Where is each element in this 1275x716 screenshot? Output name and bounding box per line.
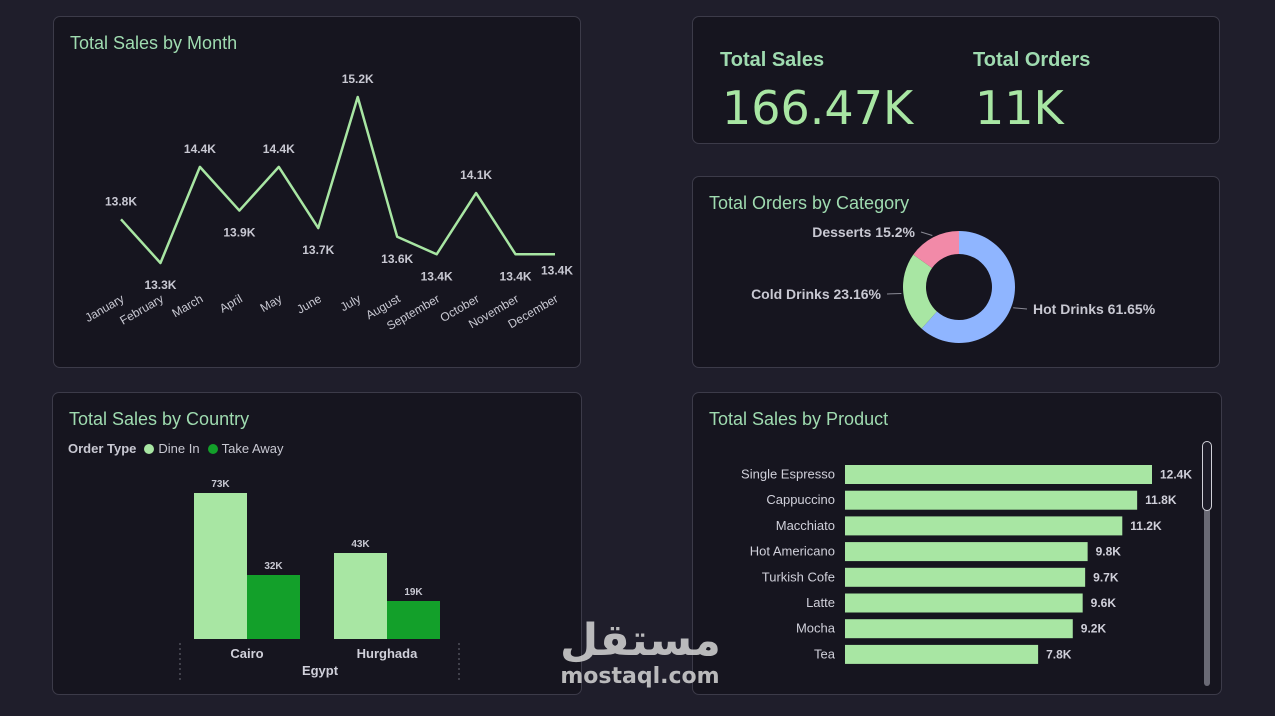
product-bar-label: 7.8K [1046,647,1072,661]
category-label: Hot Drinks 61.65% [1033,301,1156,317]
product-bar-label: 9.8K [1096,545,1122,559]
total-orders-label: Total Orders [973,49,1091,71]
sales-by-month-title: Total Sales by Month [70,33,238,53]
sales-by-country-chart: 73K 32K Cairo 43K 19K Hurghada Egypt [179,479,460,681]
month-tick-label: April [217,291,245,315]
month-data-label: 13.8K [105,194,137,208]
product-tick-label: Latte [806,595,835,610]
legend-dine-in[interactable]: Dine In [158,441,200,456]
product-bar [845,465,1152,484]
sales-by-country-title: Total Sales by Country [69,409,250,429]
month-data-label: 14.4K [263,142,295,156]
country-bar [334,553,387,639]
product-bar-label: 11.8K [1145,493,1177,507]
month-data-label: 14.4K [184,142,216,156]
kpi-card: Total Sales 166.47K Total Orders 11K [692,16,1220,144]
category-leader-line [1013,307,1028,310]
legend-take-away[interactable]: Take Away [221,441,284,456]
product-bar-label: 12.4K [1160,468,1192,482]
orders-by-category-chart: Hot Drinks 61.65% Cold Drinks 23.16% Desse… [751,224,1156,343]
sales-by-product-panel: Total Sales by Product Single Espresso 12… [692,392,1222,695]
product-bar [845,593,1083,613]
category-slice [913,231,959,268]
city-tick-label: Hurghada [357,646,418,661]
product-tick-label: Tea [814,646,836,661]
city-tick-label: Cairo [230,646,263,661]
sales-by-product-chart: Single Espresso 12.4K Cappuccino 11.8K Macch… [741,465,1192,664]
month-data-label: 13.6K [381,252,413,266]
country-group-label: Egypt [302,663,339,678]
month-data-label: 13.3K [144,278,176,292]
take-away-swatch [207,443,218,454]
category-slice [903,254,937,329]
product-bar-label: 9.7K [1093,570,1119,584]
product-bar [845,644,1039,664]
sales-by-month-panel: Total Sales by Month 13.8K 13.3K 14.4K 13.9… [53,16,581,368]
product-scrollbar-thumb[interactable] [1202,441,1212,511]
product-bar-label: 9.6K [1091,596,1117,610]
month-data-label: 13.4K [421,269,453,283]
month-tick-label: February [117,291,166,327]
watermark-arabic: مستقل [560,615,721,666]
orders-by-category-title: Total Orders by Category [709,193,910,213]
country-bar [194,493,247,639]
product-tick-label: Cappuccino [766,492,835,507]
order-type-legend: Order Type Dine In Take Away [68,441,284,456]
month-data-label: 13.7K [302,243,334,257]
month-data-label: 15.2K [342,72,374,86]
dine-in-swatch [144,443,155,454]
product-bar [845,567,1086,587]
country-bar [387,601,440,639]
country-bar-label: 19K [404,587,423,598]
product-bar [845,542,1088,562]
product-bar [845,619,1073,639]
product-bar-label: 11.2K [1130,519,1162,533]
category-label: Desserts 15.2% [812,224,915,240]
sales-by-month-chart: 13.8K 13.3K 14.4K 13.9K 14.4K 13.7K 15.2K 13.6K… [83,72,574,333]
month-tick-label: March [170,291,206,320]
month-data-label: 13.4K [500,269,532,283]
product-tick-label: Single Espresso [741,467,835,482]
month-tick-label: June [294,291,324,316]
mostaql-watermark: مستقل mostaql.com [560,615,721,690]
month-tick-label: July [338,291,363,314]
product-tick-label: Mocha [796,621,836,636]
category-leader-line [886,292,902,295]
country-bar-label: 73K [211,479,230,490]
month-tick-label: May [258,291,285,314]
orders-by-category-panel: Total Orders by Category Hot Drinks 61.6… [692,176,1220,368]
product-bar [845,490,1138,510]
country-bar [247,575,300,639]
product-bar-label: 9.2K [1081,622,1107,636]
category-slice [921,231,1015,343]
product-bar [845,516,1123,536]
legend-title: Order Type [68,441,137,456]
watermark-latin: mostaql.com [560,664,720,689]
category-leader-line [920,231,933,236]
month-data-label: 13.4K [541,263,573,277]
product-tick-label: Turkish Cofe [762,569,835,584]
country-bar-label: 32K [264,561,283,572]
month-data-label: 13.9K [223,226,255,240]
total-sales-value: 166.47K [722,81,914,135]
product-tick-label: Hot Americano [750,544,835,559]
total-orders-value: 11K [975,81,1064,135]
sales-line [120,95,555,265]
month-data-label: 14.1K [460,168,492,182]
product-tick-label: Macchiato [776,518,835,533]
total-sales-label: Total Sales [720,49,825,71]
sales-by-country-panel: Total Sales by Country Order Type Dine I… [52,392,582,695]
category-label: Cold Drinks 23.16% [751,286,881,302]
sales-by-product-title: Total Sales by Product [709,409,889,429]
product-scrollbar-track[interactable] [1204,443,1210,686]
country-bar-label: 43K [351,539,370,550]
